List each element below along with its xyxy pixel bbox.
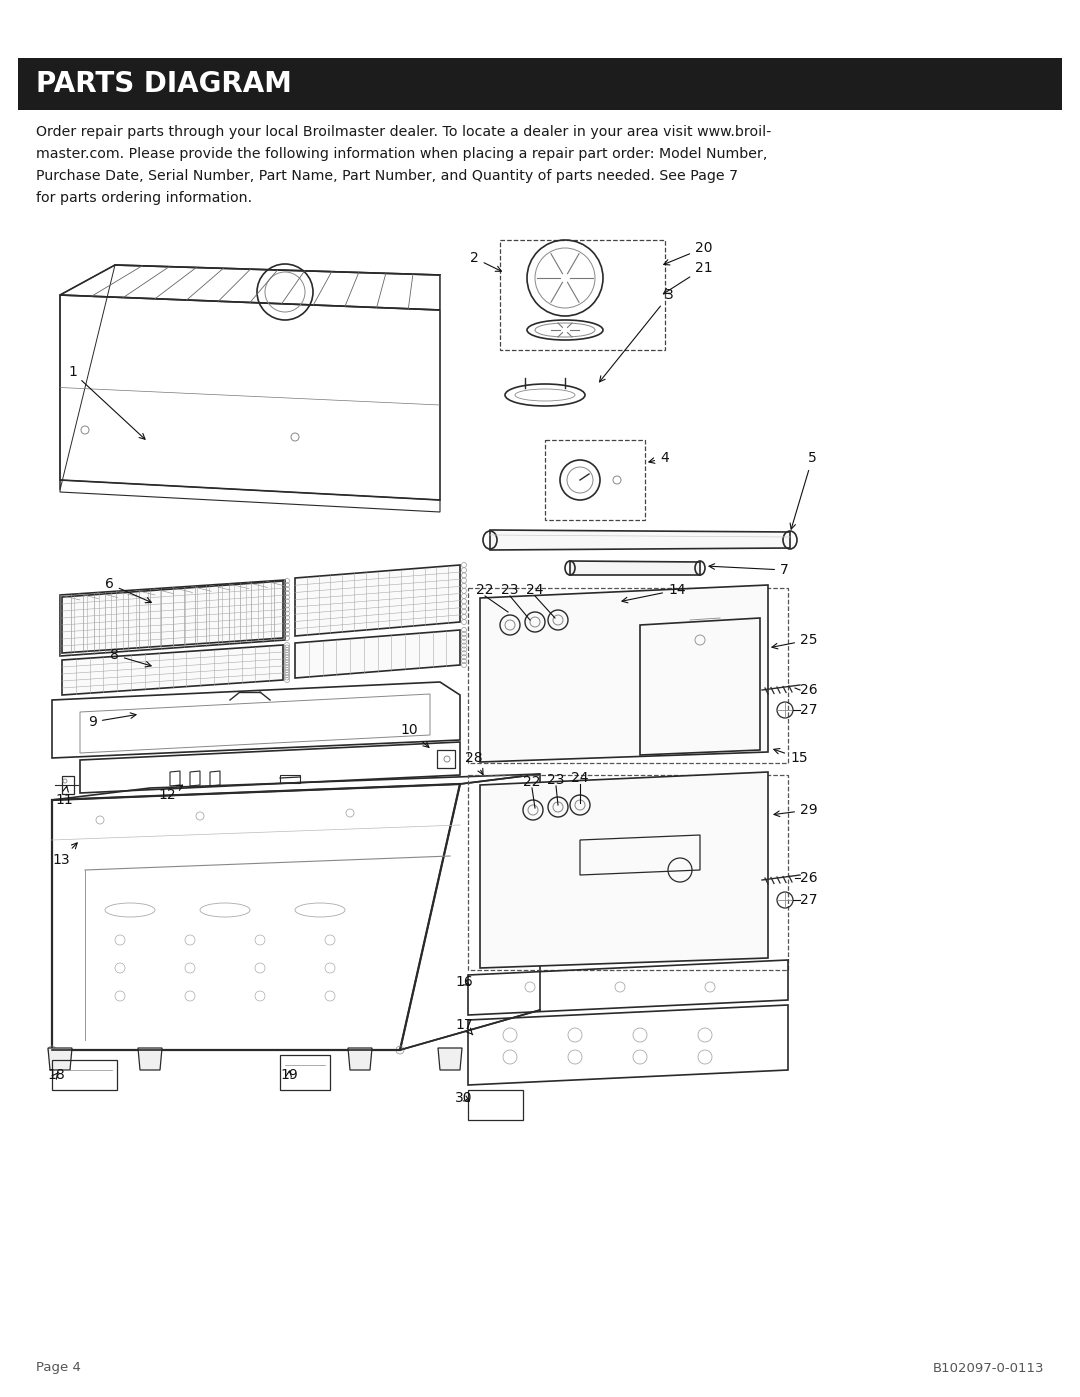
Polygon shape bbox=[490, 529, 789, 550]
Polygon shape bbox=[570, 562, 700, 576]
Bar bbox=[280, 1055, 330, 1090]
Text: 16: 16 bbox=[455, 975, 473, 989]
Text: 19: 19 bbox=[280, 1067, 298, 1083]
Bar bbox=[500, 240, 665, 351]
Polygon shape bbox=[48, 1048, 72, 1070]
Text: 17: 17 bbox=[455, 1018, 473, 1035]
Text: 23: 23 bbox=[501, 583, 518, 597]
Text: 12: 12 bbox=[158, 785, 183, 802]
Text: 25: 25 bbox=[772, 633, 818, 648]
Text: 20: 20 bbox=[664, 242, 713, 265]
Polygon shape bbox=[62, 645, 283, 694]
Text: PARTS DIAGRAM: PARTS DIAGRAM bbox=[36, 70, 292, 98]
Bar bbox=[18, 59, 1062, 110]
Text: 24: 24 bbox=[526, 583, 543, 597]
Text: B102097-0-0113: B102097-0-0113 bbox=[932, 1362, 1044, 1375]
Bar bbox=[468, 588, 788, 763]
Polygon shape bbox=[295, 630, 460, 678]
Text: 2: 2 bbox=[470, 251, 501, 271]
Bar bbox=[468, 1090, 523, 1120]
Text: Purchase Date, Serial Number, Part Name, Part Number, and Quantity of parts need: Purchase Date, Serial Number, Part Name,… bbox=[36, 169, 738, 183]
Text: 26: 26 bbox=[800, 870, 818, 886]
Text: master.com. Please provide the following information when placing a repair part : master.com. Please provide the following… bbox=[36, 147, 768, 161]
Text: 29: 29 bbox=[774, 803, 818, 817]
Text: 21: 21 bbox=[663, 261, 713, 293]
Text: 22: 22 bbox=[476, 583, 494, 597]
Text: 9: 9 bbox=[87, 712, 136, 729]
Bar bbox=[62, 775, 75, 793]
Text: 5: 5 bbox=[791, 451, 816, 529]
Text: 26: 26 bbox=[800, 683, 818, 697]
Text: 18: 18 bbox=[48, 1067, 65, 1083]
Text: 24: 24 bbox=[571, 771, 589, 785]
Text: for parts ordering information.: for parts ordering information. bbox=[36, 191, 252, 205]
Text: 30: 30 bbox=[455, 1091, 473, 1105]
Polygon shape bbox=[480, 585, 768, 761]
Text: 7: 7 bbox=[708, 563, 788, 577]
Text: 22: 22 bbox=[523, 775, 541, 789]
Text: Page 4: Page 4 bbox=[36, 1362, 81, 1375]
Text: 10: 10 bbox=[400, 724, 429, 747]
Polygon shape bbox=[295, 564, 460, 636]
Bar bbox=[468, 775, 788, 970]
Bar bbox=[280, 775, 300, 782]
Text: 13: 13 bbox=[52, 842, 77, 868]
Text: 3: 3 bbox=[599, 288, 674, 381]
Text: 11: 11 bbox=[55, 787, 72, 807]
Bar bbox=[545, 440, 645, 520]
Text: 4: 4 bbox=[649, 451, 669, 465]
Text: 27: 27 bbox=[800, 703, 818, 717]
Polygon shape bbox=[348, 1048, 372, 1070]
Polygon shape bbox=[138, 1048, 162, 1070]
Polygon shape bbox=[62, 581, 283, 652]
Polygon shape bbox=[480, 773, 768, 968]
Text: 15: 15 bbox=[773, 749, 808, 766]
Text: 6: 6 bbox=[105, 577, 151, 602]
Text: 27: 27 bbox=[800, 893, 818, 907]
Text: 23: 23 bbox=[548, 773, 565, 787]
Text: Order repair parts through your local Broilmaster dealer. To locate a dealer in : Order repair parts through your local Br… bbox=[36, 124, 771, 138]
Text: 1: 1 bbox=[68, 365, 145, 439]
Bar bbox=[52, 1060, 117, 1090]
Text: 8: 8 bbox=[110, 648, 151, 666]
Text: 28: 28 bbox=[465, 752, 483, 774]
Text: 14: 14 bbox=[622, 583, 686, 604]
Polygon shape bbox=[438, 1048, 462, 1070]
Bar bbox=[437, 750, 455, 768]
